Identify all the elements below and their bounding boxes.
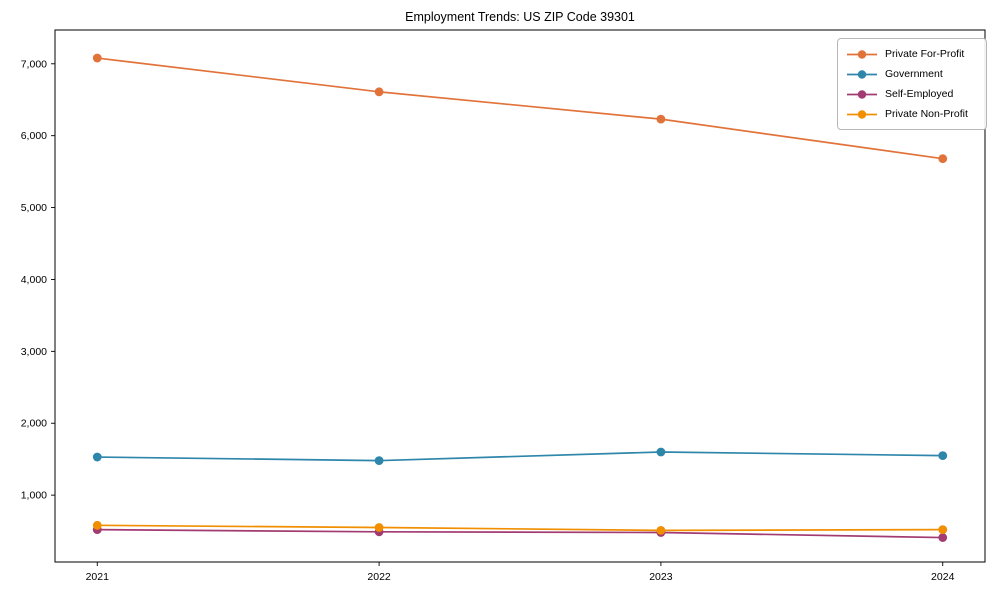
y-tick-label: 2,000 xyxy=(21,418,47,430)
y-tick-label: 5,000 xyxy=(21,202,47,214)
data-point-marker xyxy=(938,533,948,542)
legend-item-private-non-profit: Private Non-Profit xyxy=(846,108,978,120)
data-point-marker xyxy=(92,452,102,462)
legend-label: Private For-Profit xyxy=(885,48,965,60)
legend-dot xyxy=(857,109,867,119)
series-line-government xyxy=(97,451,943,462)
y-tick-label: 7,000 xyxy=(21,58,47,70)
y-tick-label: 3,000 xyxy=(21,346,47,358)
data-point-marker xyxy=(656,447,666,457)
x-tick-label: 2024 xyxy=(931,571,955,583)
data-point-marker xyxy=(374,523,384,532)
legend-dot xyxy=(857,69,867,79)
series-line-private-for-profit xyxy=(97,57,943,160)
data-point-marker xyxy=(938,154,948,164)
x-tick-label: 2023 xyxy=(649,571,673,583)
data-point-marker xyxy=(92,53,102,63)
x-tick-label: 2022 xyxy=(367,571,391,583)
series-line-self-employed xyxy=(97,528,943,539)
legend-dot xyxy=(857,49,867,59)
x-tick-label: 2021 xyxy=(86,571,110,583)
legend: Private For-Profit Government Self-Employe… xyxy=(837,38,987,130)
legend-line-marker-icon xyxy=(847,109,877,119)
legend-dot xyxy=(857,89,867,99)
data-point-marker xyxy=(656,525,666,535)
data-point-marker xyxy=(92,520,102,530)
data-point-marker xyxy=(374,456,384,466)
data-point-marker xyxy=(374,87,384,97)
legend-item-government: Government xyxy=(846,68,978,80)
legend-line-marker-icon xyxy=(847,69,877,79)
y-tick-label: 1,000 xyxy=(21,490,47,502)
data-point-marker xyxy=(938,451,948,460)
legend-line-marker-icon xyxy=(847,49,877,59)
chart-title: Employment Trends: US ZIP Code 39301 xyxy=(405,10,635,24)
legend-label: Private Non-Profit xyxy=(885,108,968,120)
data-point-marker xyxy=(938,525,948,535)
legend-label: Government xyxy=(885,68,943,80)
legend-line-marker-icon xyxy=(847,89,877,99)
legend-label: Self-Employed xyxy=(885,88,954,100)
axes-frame xyxy=(54,29,986,563)
data-point-marker xyxy=(656,114,666,124)
y-tick-label: 6,000 xyxy=(21,130,47,142)
y-tick-label: 4,000 xyxy=(21,274,47,286)
series-line-private-non-profit xyxy=(97,524,943,532)
legend-item-private-for-profit: Private For-Profit xyxy=(846,48,978,60)
legend-item-self-employed: Self-Employed xyxy=(846,88,978,100)
